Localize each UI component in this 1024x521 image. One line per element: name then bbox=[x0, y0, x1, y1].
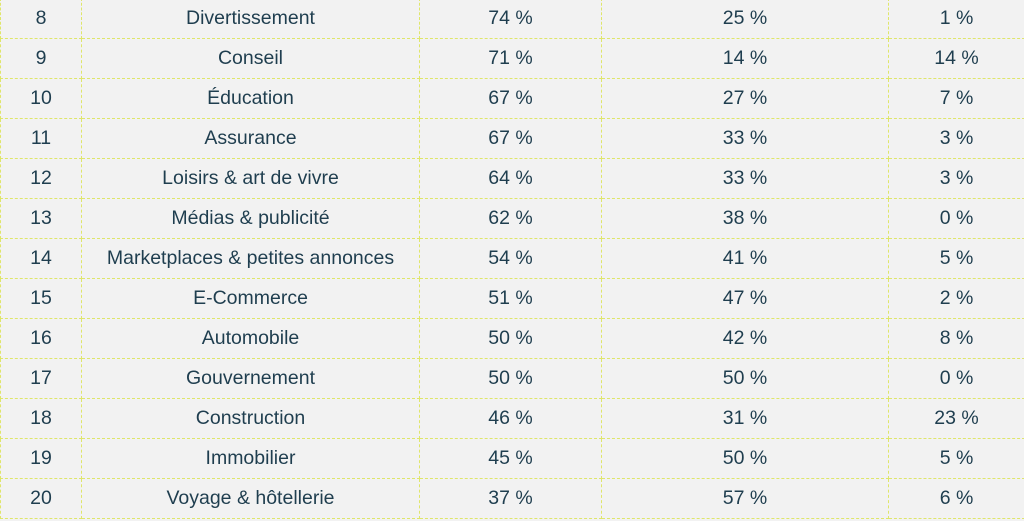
table-row: 16 Automobile 50 % 42 % 8 % bbox=[0, 318, 1024, 359]
percent-cell-1: 74 % bbox=[419, 0, 602, 39]
percent-cell-2: 57 % bbox=[601, 478, 889, 519]
rank-cell: 13 bbox=[0, 198, 82, 239]
percent-cell-1: 67 % bbox=[419, 78, 602, 119]
percent-cell-3: 8 % bbox=[888, 318, 1024, 359]
percent-cell-2: 33 % bbox=[601, 158, 889, 199]
percent-cell-3: 3 % bbox=[888, 118, 1024, 159]
sector-cell: Marketplaces & petites annonces bbox=[81, 238, 420, 279]
sector-cell: Automobile bbox=[81, 318, 420, 359]
table-row: 15 E-Commerce 51 % 47 % 2 % bbox=[0, 278, 1024, 319]
rank-cell: 11 bbox=[0, 118, 82, 159]
percent-cell-1: 50 % bbox=[419, 318, 602, 359]
rank-cell: 20 bbox=[0, 478, 82, 519]
sector-cell: Médias & publicité bbox=[81, 198, 420, 239]
percent-cell-3: 7 % bbox=[888, 78, 1024, 119]
rank-cell: 14 bbox=[0, 238, 82, 279]
rank-cell: 10 bbox=[0, 78, 82, 119]
sector-cell: Gouvernement bbox=[81, 358, 420, 399]
percent-cell-2: 42 % bbox=[601, 318, 889, 359]
percent-cell-2: 38 % bbox=[601, 198, 889, 239]
sector-cell: E-Commerce bbox=[81, 278, 420, 319]
table-row: 8 Divertissement 74 % 25 % 1 % bbox=[0, 0, 1024, 39]
rank-cell: 9 bbox=[0, 38, 82, 79]
table-row: 12 Loisirs & art de vivre 64 % 33 % 3 % bbox=[0, 158, 1024, 199]
percent-cell-1: 50 % bbox=[419, 358, 602, 399]
percent-cell-1: 62 % bbox=[419, 198, 602, 239]
rank-cell: 8 bbox=[0, 0, 82, 39]
rank-cell: 15 bbox=[0, 278, 82, 319]
rank-cell: 17 bbox=[0, 358, 82, 399]
percent-cell-2: 50 % bbox=[601, 438, 889, 479]
percent-cell-2: 33 % bbox=[601, 118, 889, 159]
rank-cell: 16 bbox=[0, 318, 82, 359]
percent-cell-2: 14 % bbox=[601, 38, 889, 79]
percent-cell-1: 71 % bbox=[419, 38, 602, 79]
rank-cell: 12 bbox=[0, 158, 82, 199]
percent-cell-3: 5 % bbox=[888, 238, 1024, 279]
percent-cell-3: 6 % bbox=[888, 478, 1024, 519]
percent-cell-2: 41 % bbox=[601, 238, 889, 279]
percent-cell-1: 37 % bbox=[419, 478, 602, 519]
percent-cell-2: 47 % bbox=[601, 278, 889, 319]
percent-cell-3: 23 % bbox=[888, 398, 1024, 439]
percent-cell-3: 0 % bbox=[888, 358, 1024, 399]
table-row: 13 Médias & publicité 62 % 38 % 0 % bbox=[0, 198, 1024, 239]
rank-cell: 19 bbox=[0, 438, 82, 479]
sector-cell: Divertissement bbox=[81, 0, 420, 39]
table-row: 14 Marketplaces & petites annonces 54 % … bbox=[0, 238, 1024, 279]
percent-cell-2: 27 % bbox=[601, 78, 889, 119]
sector-cell: Loisirs & art de vivre bbox=[81, 158, 420, 199]
percent-cell-3: 14 % bbox=[888, 38, 1024, 79]
sector-cell: Assurance bbox=[81, 118, 420, 159]
table-row: 10 Éducation 67 % 27 % 7 % bbox=[0, 78, 1024, 119]
percent-cell-1: 51 % bbox=[419, 278, 602, 319]
table-row: 17 Gouvernement 50 % 50 % 0 % bbox=[0, 358, 1024, 399]
percent-cell-3: 1 % bbox=[888, 0, 1024, 39]
table-row: 9 Conseil 71 % 14 % 14 % bbox=[0, 38, 1024, 79]
percent-cell-1: 46 % bbox=[419, 398, 602, 439]
table-row: 18 Construction 46 % 31 % 23 % bbox=[0, 398, 1024, 439]
percent-cell-2: 50 % bbox=[601, 358, 889, 399]
percent-cell-3: 5 % bbox=[888, 438, 1024, 479]
table-row: 19 Immobilier 45 % 50 % 5 % bbox=[0, 438, 1024, 479]
sector-cell: Conseil bbox=[81, 38, 420, 79]
sector-cell: Éducation bbox=[81, 78, 420, 119]
percent-cell-1: 54 % bbox=[419, 238, 602, 279]
percent-cell-3: 2 % bbox=[888, 278, 1024, 319]
sector-cell: Construction bbox=[81, 398, 420, 439]
sector-cell: Voyage & hôtellerie bbox=[81, 478, 420, 519]
percent-cell-1: 67 % bbox=[419, 118, 602, 159]
rank-cell: 18 bbox=[0, 398, 82, 439]
percent-cell-1: 64 % bbox=[419, 158, 602, 199]
sector-cell: Immobilier bbox=[81, 438, 420, 479]
table-row: 11 Assurance 67 % 33 % 3 % bbox=[0, 118, 1024, 159]
percent-cell-2: 25 % bbox=[601, 0, 889, 39]
table-row: 20 Voyage & hôtellerie 37 % 57 % 6 % bbox=[0, 478, 1024, 519]
percent-cell-3: 0 % bbox=[888, 198, 1024, 239]
percent-cell-3: 3 % bbox=[888, 158, 1024, 199]
percent-cell-2: 31 % bbox=[601, 398, 889, 439]
percent-cell-1: 45 % bbox=[419, 438, 602, 479]
